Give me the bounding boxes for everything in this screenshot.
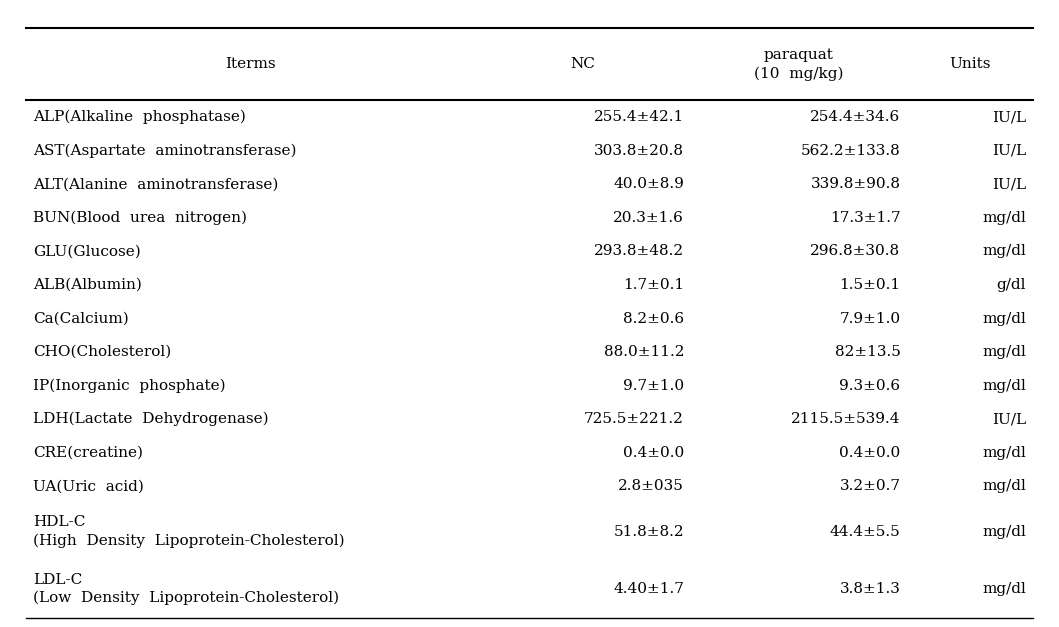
Text: IU/L: IU/L bbox=[992, 144, 1026, 157]
Text: 9.3±0.6: 9.3±0.6 bbox=[840, 379, 900, 393]
Text: mg/dl: mg/dl bbox=[983, 379, 1026, 393]
Text: 82±13.5: 82±13.5 bbox=[834, 345, 900, 359]
Text: 40.0±8.9: 40.0±8.9 bbox=[613, 177, 684, 191]
Text: mg/dl: mg/dl bbox=[983, 245, 1026, 258]
Text: GLU(Glucose): GLU(Glucose) bbox=[33, 245, 141, 258]
Text: mg/dl: mg/dl bbox=[983, 211, 1026, 225]
Text: mg/dl: mg/dl bbox=[983, 312, 1026, 325]
Text: Ca(Calcium): Ca(Calcium) bbox=[33, 312, 128, 325]
Text: mg/dl: mg/dl bbox=[983, 446, 1026, 460]
Text: 8.2±0.6: 8.2±0.6 bbox=[623, 312, 684, 325]
Text: 2.8±035: 2.8±035 bbox=[618, 480, 684, 493]
Text: 562.2±133.8: 562.2±133.8 bbox=[801, 144, 900, 157]
Text: 3.8±1.3: 3.8±1.3 bbox=[840, 582, 900, 596]
Text: 17.3±1.7: 17.3±1.7 bbox=[830, 211, 900, 225]
Text: 51.8±8.2: 51.8±8.2 bbox=[613, 525, 684, 539]
Text: mg/dl: mg/dl bbox=[983, 582, 1026, 596]
Text: mg/dl: mg/dl bbox=[983, 525, 1026, 539]
Text: paraquat
(10  mg/kg): paraquat (10 mg/kg) bbox=[754, 48, 843, 81]
Text: Iterms: Iterms bbox=[225, 57, 275, 71]
Text: mg/dl: mg/dl bbox=[983, 480, 1026, 493]
Text: 88.0±11.2: 88.0±11.2 bbox=[604, 345, 684, 359]
Text: 2115.5±539.4: 2115.5±539.4 bbox=[791, 413, 900, 426]
Text: 254.4±34.6: 254.4±34.6 bbox=[810, 110, 900, 124]
Text: 20.3±1.6: 20.3±1.6 bbox=[613, 211, 684, 225]
Text: IU/L: IU/L bbox=[992, 413, 1026, 426]
Text: 0.4±0.0: 0.4±0.0 bbox=[839, 446, 900, 460]
Text: CHO(Cholesterol): CHO(Cholesterol) bbox=[33, 345, 172, 359]
Text: 0.4±0.0: 0.4±0.0 bbox=[623, 446, 684, 460]
Text: 303.8±20.8: 303.8±20.8 bbox=[594, 144, 684, 157]
Text: CRE(creatine): CRE(creatine) bbox=[33, 446, 143, 460]
Text: 44.4±5.5: 44.4±5.5 bbox=[829, 525, 900, 539]
Text: ALT(Alanine  aminotransferase): ALT(Alanine aminotransferase) bbox=[33, 177, 279, 191]
Text: IU/L: IU/L bbox=[992, 110, 1026, 124]
Text: UA(Uric  acid): UA(Uric acid) bbox=[33, 480, 144, 493]
Text: 1.7±0.1: 1.7±0.1 bbox=[623, 278, 684, 292]
Text: ALB(Albumin): ALB(Albumin) bbox=[33, 278, 142, 292]
Text: 293.8±48.2: 293.8±48.2 bbox=[594, 245, 684, 258]
Text: 725.5±221.2: 725.5±221.2 bbox=[585, 413, 684, 426]
Text: 7.9±1.0: 7.9±1.0 bbox=[840, 312, 900, 325]
Text: LDH(Lactate  Dehydrogenase): LDH(Lactate Dehydrogenase) bbox=[33, 412, 268, 426]
Text: Units: Units bbox=[949, 57, 990, 71]
Text: 9.7±1.0: 9.7±1.0 bbox=[623, 379, 684, 393]
Text: AST(Aspartate  aminotransferase): AST(Aspartate aminotransferase) bbox=[33, 144, 297, 158]
Text: BUN(Blood  urea  nitrogen): BUN(Blood urea nitrogen) bbox=[33, 211, 247, 225]
Text: NC: NC bbox=[570, 57, 595, 71]
Text: 296.8±30.8: 296.8±30.8 bbox=[810, 245, 900, 258]
Text: ALP(Alkaline  phosphatase): ALP(Alkaline phosphatase) bbox=[33, 110, 246, 124]
Text: 1.5±0.1: 1.5±0.1 bbox=[840, 278, 900, 292]
Text: LDL-C
(Low  Density  Lipoprotein-Cholesterol): LDL-C (Low Density Lipoprotein-Cholester… bbox=[33, 572, 339, 606]
Text: HDL-C
(High  Density  Lipoprotein-Cholesterol): HDL-C (High Density Lipoprotein-Choleste… bbox=[33, 515, 344, 548]
Text: 339.8±90.8: 339.8±90.8 bbox=[810, 177, 900, 191]
Text: mg/dl: mg/dl bbox=[983, 345, 1026, 359]
Text: 255.4±42.1: 255.4±42.1 bbox=[594, 110, 684, 124]
Text: IP(Inorganic  phosphate): IP(Inorganic phosphate) bbox=[33, 379, 226, 393]
Text: 3.2±0.7: 3.2±0.7 bbox=[840, 480, 900, 493]
Text: 4.40±1.7: 4.40±1.7 bbox=[613, 582, 684, 596]
Text: g/dl: g/dl bbox=[997, 278, 1026, 292]
Text: IU/L: IU/L bbox=[992, 177, 1026, 191]
